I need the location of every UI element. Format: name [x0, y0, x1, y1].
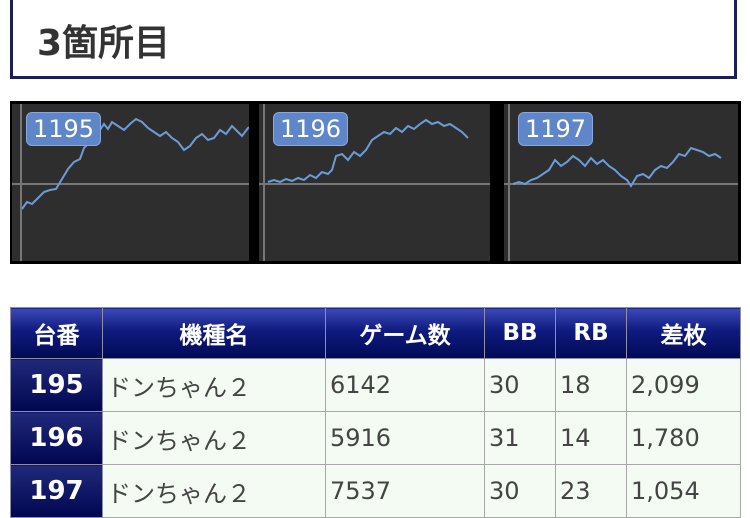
header-rb: RB	[555, 307, 627, 359]
machine-number-cell: 197	[10, 464, 103, 518]
table-row[interactable]: 197 ドンちゃん２ 7537 30 23 1,054	[10, 464, 741, 518]
graph-1195-line	[21, 117, 249, 210]
graph-1196-plot	[259, 104, 490, 261]
game-count-cell: 6142	[325, 358, 485, 412]
table-header-row: 台番 機種名 ゲーム数 BB RB 差枚	[10, 307, 741, 359]
section-heading: 3箇所目	[10, 0, 737, 79]
game-count-cell: 5916	[325, 411, 485, 465]
machine-name-cell: ドンちゃん２	[102, 464, 326, 518]
table-row[interactable]: 195 ドンちゃん２ 6142 30 18 2,099	[10, 358, 741, 412]
machine-number-cell: 195	[10, 358, 103, 412]
rb-cell: 18	[555, 358, 627, 412]
header-difference: 差枚	[626, 307, 741, 359]
graph-label-1196: 1196	[273, 112, 349, 146]
machine-name-cell: ドンちゃん２	[102, 411, 326, 465]
graph-panel-1197[interactable]: 1197	[504, 104, 738, 261]
header-bb: BB	[484, 307, 556, 359]
graph-label-1195: 1195	[26, 112, 102, 146]
graph-panel-1195[interactable]: 1195	[12, 104, 249, 261]
graph-1197-line	[512, 146, 722, 188]
machine-data-table: 台番 機種名 ゲーム数 BB RB 差枚 195 ドンちゃん２ 6142 30 …	[10, 307, 741, 518]
bb-cell: 30	[484, 358, 556, 412]
difference-cell: 2,099	[626, 358, 741, 412]
header-game-count: ゲーム数	[325, 307, 485, 359]
difference-cell: 1,054	[626, 464, 741, 518]
header-machine-name: 機種名	[102, 307, 326, 359]
rb-cell: 14	[555, 411, 627, 465]
bb-cell: 30	[484, 464, 556, 518]
machine-number-cell: 196	[10, 411, 103, 465]
graph-1197-plot	[504, 104, 738, 261]
bb-cell: 31	[484, 411, 556, 465]
game-count-cell: 7537	[325, 464, 485, 518]
graph-panel-1196[interactable]: 1196	[259, 104, 490, 261]
table-row[interactable]: 196 ドンちゃん２ 5916 31 14 1,780	[10, 411, 741, 465]
machine-name-cell: ドンちゃん２	[102, 358, 326, 412]
graph-1196-line	[267, 118, 469, 184]
rb-cell: 23	[555, 464, 627, 518]
header-machine-number: 台番	[10, 307, 103, 359]
section-title: 3箇所目	[37, 23, 171, 64]
graph-strip: 1195 1196 1197	[10, 101, 741, 264]
graph-1195-plot	[12, 104, 249, 261]
difference-cell: 1,780	[626, 411, 741, 465]
graph-label-1197: 1197	[518, 112, 594, 146]
